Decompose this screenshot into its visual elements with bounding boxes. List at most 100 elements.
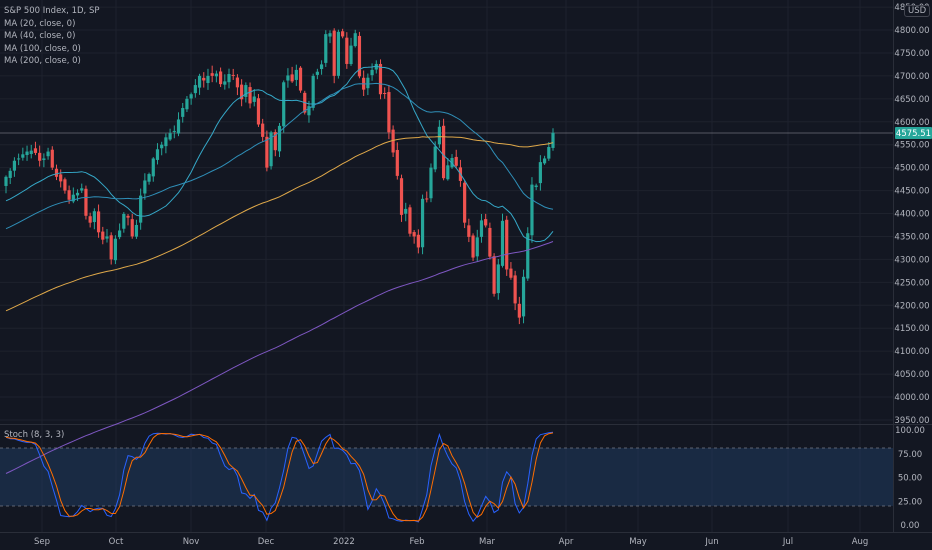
candle — [315, 71, 319, 75]
candle — [54, 168, 59, 177]
price-tick-label: 4550.00 — [894, 141, 929, 151]
time-axis[interactable]: Sep Oct Nov Dec 2022 Feb Mar Apr May Jun Jul Aug — [34, 537, 868, 547]
candle — [80, 188, 84, 191]
time-tick-label: Nov — [183, 537, 200, 547]
candle — [467, 225, 471, 237]
stoch-tick-label: 25.00 — [898, 497, 922, 507]
candle — [433, 146, 437, 170]
symbol-title[interactable]: S&P 500 Index, 1D, SP — [4, 6, 100, 16]
time-tick-label: May — [629, 537, 647, 547]
currency-badge[interactable]: USD — [904, 5, 931, 17]
candle — [366, 77, 370, 89]
candle — [353, 33, 357, 47]
candle — [38, 152, 42, 161]
stoch-title[interactable]: Stoch (8, 3, 3) — [4, 430, 65, 440]
candle — [324, 34, 328, 63]
candle — [240, 84, 244, 100]
ma100-line — [5, 136, 554, 312]
time-tick-label: Oct — [109, 537, 124, 547]
stoch-tick-label: 100.00 — [895, 426, 925, 436]
candle — [383, 93, 387, 95]
price-axis[interactable]: 4850.004800.004750.004700.004650.004600.… — [894, 3, 929, 426]
ma100-label[interactable]: MA (100, close, 0) — [4, 43, 81, 54]
time-tick-label: Feb — [409, 537, 424, 547]
price-tick-label: 4450.00 — [894, 187, 929, 197]
candle — [84, 188, 88, 216]
candle — [517, 303, 521, 318]
moving-averages[interactable] — [5, 65, 554, 474]
candle — [12, 160, 17, 171]
candle — [88, 216, 92, 223]
candle — [143, 180, 147, 194]
candle — [210, 73, 214, 76]
stoch-lines[interactable] — [5, 431, 554, 523]
candle — [286, 75, 290, 81]
price-tick-label: 4650.00 — [894, 95, 929, 105]
last-price-value: 4575.51 — [896, 129, 931, 139]
candle — [479, 220, 484, 237]
last-price-badge: 4575.51 — [895, 127, 932, 139]
candle — [273, 132, 277, 151]
candle — [484, 219, 488, 226]
price-tick-label: 3950.00 — [894, 416, 929, 426]
candle — [530, 184, 534, 236]
candle — [277, 125, 282, 152]
price-tick-label: 4800.00 — [894, 26, 929, 36]
candle — [328, 33, 332, 37]
candle — [231, 74, 235, 76]
candle — [206, 75, 210, 84]
candle — [357, 35, 362, 77]
candle — [248, 87, 252, 104]
candle — [235, 77, 240, 88]
candle — [101, 231, 105, 240]
ma20-label[interactable]: MA (20, close, 0) — [4, 18, 76, 29]
ma40-line — [5, 82, 554, 230]
candle — [223, 81, 227, 85]
candle — [130, 219, 134, 237]
candle — [387, 92, 391, 133]
candle — [488, 227, 492, 257]
candle — [404, 208, 408, 214]
price-tick-label: 4000.00 — [894, 393, 929, 403]
candle — [282, 82, 286, 127]
ma200-label[interactable]: MA (200, close, 0) — [4, 56, 81, 67]
candle — [349, 45, 353, 65]
candle — [336, 31, 341, 76]
candle — [395, 149, 399, 176]
candle — [197, 75, 202, 88]
time-tick-label: 2022 — [333, 537, 355, 547]
candle — [8, 170, 12, 178]
stoch-d-line — [5, 432, 554, 522]
candle — [71, 194, 75, 202]
candle — [244, 85, 248, 97]
candle — [496, 264, 500, 294]
candle — [176, 119, 181, 134]
time-tick-label: Sep — [34, 537, 50, 547]
candle — [256, 98, 261, 125]
candle — [252, 96, 256, 102]
candle — [341, 31, 345, 37]
candle — [471, 235, 475, 258]
candle — [526, 233, 530, 279]
ma200-line — [5, 241, 554, 474]
time-tick-label: Apr — [559, 537, 574, 547]
candle — [429, 167, 433, 199]
candles[interactable] — [4, 28, 555, 325]
candle — [181, 107, 185, 117]
stoch-tick-label: 0.00 — [901, 521, 920, 531]
price-tick-label: 4750.00 — [894, 49, 929, 59]
candle — [446, 165, 450, 180]
stoch-tick-label: 50.00 — [898, 474, 922, 484]
ma40-label[interactable]: MA (40, close, 0) — [4, 31, 76, 42]
candle — [172, 130, 176, 132]
candle — [408, 207, 412, 234]
stoch-axis[interactable]: 100.00 75.00 50.00 25.00 0.00 — [895, 426, 925, 531]
price-tick-label: 4100.00 — [894, 347, 929, 357]
price-tick-label: 4700.00 — [894, 72, 929, 82]
time-tick-label: Dec — [258, 537, 275, 547]
candle — [164, 137, 168, 147]
candle — [147, 174, 151, 182]
price-tick-label: 4400.00 — [894, 210, 929, 220]
candle — [509, 268, 513, 278]
